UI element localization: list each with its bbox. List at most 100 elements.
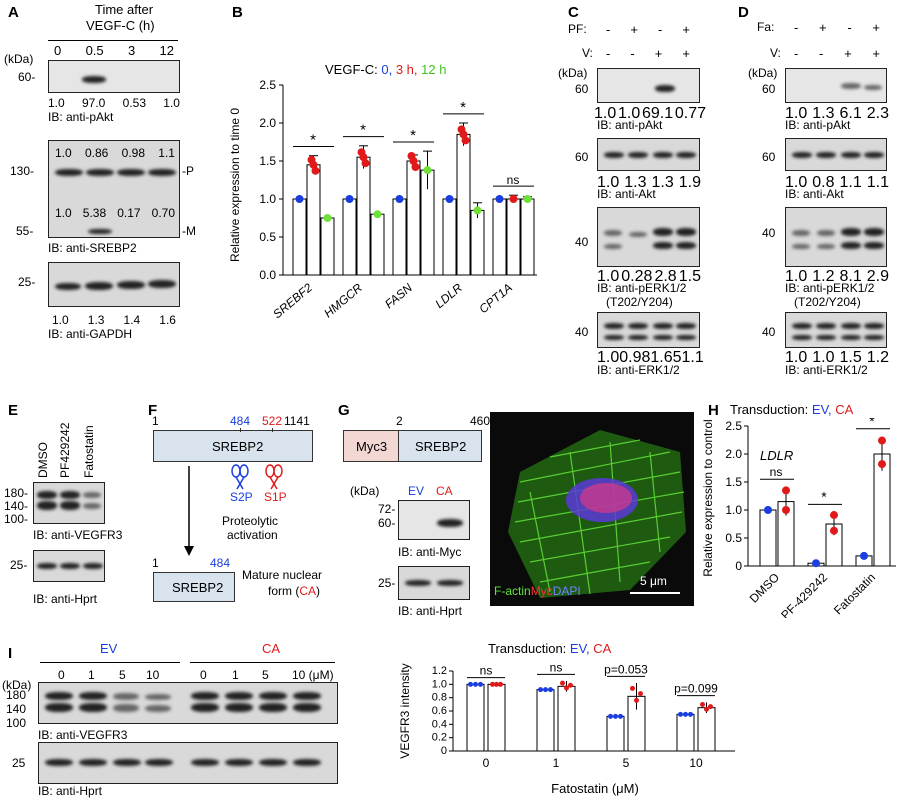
d-m40-a: 40 bbox=[762, 226, 776, 240]
c-erk-vals: 1.0 0.98 1.65 1.1 bbox=[597, 349, 704, 366]
time-underline bbox=[48, 40, 178, 41]
i-point-ev bbox=[468, 681, 473, 687]
blot-g-myc bbox=[398, 500, 470, 540]
f-precursor-box: SREBP2 bbox=[153, 430, 313, 462]
mark-p: -P bbox=[182, 164, 194, 178]
h-ytick-label: 0.5 bbox=[725, 531, 742, 545]
f-tick-522 bbox=[272, 428, 273, 432]
i-ca-line bbox=[190, 662, 335, 663]
f-form-ca: form (CA) bbox=[268, 584, 321, 598]
i-bar-ca bbox=[487, 683, 506, 752]
time-12: 12 bbox=[159, 43, 174, 58]
i-point-ca bbox=[498, 681, 503, 687]
b-sig-label: * bbox=[410, 127, 416, 144]
marker-a-130: 130- bbox=[10, 164, 35, 178]
d-pakt-vals: 1.0 1.3 6.1 2.3 bbox=[785, 105, 889, 122]
i-point-ev bbox=[478, 681, 483, 687]
b-bar bbox=[506, 198, 521, 276]
i-point-ca bbox=[704, 706, 709, 712]
b-ytick-label: 2.5 bbox=[259, 78, 276, 92]
e-lane-dmso: DMSO bbox=[36, 442, 50, 478]
h-ytick-label: 1.0 bbox=[725, 503, 742, 517]
time-0: 0 bbox=[54, 43, 62, 58]
b-point bbox=[407, 152, 416, 160]
f-n1: 1 bbox=[152, 414, 159, 428]
c-akt-ib: IB: anti-Akt bbox=[597, 187, 656, 201]
b-point bbox=[473, 206, 482, 215]
g-m25: 25- bbox=[378, 576, 396, 590]
i-m100: 100 bbox=[6, 716, 27, 730]
i-ev: EV bbox=[100, 641, 118, 656]
h-gene: LDLR bbox=[760, 448, 793, 463]
f-n522: 522 bbox=[262, 414, 283, 428]
blot-a-gapdh bbox=[48, 262, 180, 307]
i-point-ca bbox=[564, 685, 569, 691]
c-perk-ib: IB: anti-pERK1/2 bbox=[597, 281, 687, 295]
i-dose-0a: 0 bbox=[58, 668, 65, 682]
h-point-ca bbox=[830, 511, 838, 520]
i-dose-1a: 1 bbox=[88, 668, 95, 682]
i-chart-title: Transduction: EV, CA bbox=[488, 641, 612, 656]
g-micrograph: F-actinMycDAPI 5 μm bbox=[490, 412, 694, 606]
i-bar-ev bbox=[606, 715, 625, 752]
i-dose-0b: 0 bbox=[200, 668, 207, 682]
h-point-ev bbox=[812, 559, 820, 568]
b-point bbox=[345, 195, 354, 203]
a-gapdh-ib: IB: anti-GAPDH bbox=[48, 327, 133, 341]
b-point bbox=[495, 195, 504, 203]
a-pakt-values: 1.0 97.0 0.53 1.0 bbox=[48, 96, 180, 110]
c-pakt-ib: IB: anti-pAkt bbox=[597, 118, 663, 132]
h-sig-label: ns bbox=[770, 465, 783, 479]
h-category-label: Fatostatin bbox=[831, 570, 878, 617]
f-n484: 484 bbox=[230, 414, 251, 428]
b-ytick-label: 1.0 bbox=[259, 192, 276, 206]
panel-label-d: D bbox=[738, 4, 749, 21]
i-ylabel: VEGFR3 intensity bbox=[398, 663, 412, 758]
h-point-ca bbox=[830, 526, 838, 535]
i-dose-5a: 5 bbox=[119, 668, 126, 682]
i-bar-ev bbox=[536, 689, 555, 752]
h-sig-label: * bbox=[869, 418, 875, 429]
s1p-scissors-icon bbox=[265, 464, 283, 490]
i-ytick-label: 0.8 bbox=[432, 692, 447, 704]
panel-label-h: H bbox=[708, 402, 719, 419]
d-fa-label: Fa: bbox=[757, 20, 775, 34]
b-bar bbox=[520, 198, 535, 276]
f-proteolytic: Proteolytic bbox=[222, 514, 279, 528]
e-m100: 100- bbox=[4, 512, 29, 526]
i-point-ev bbox=[473, 681, 478, 687]
i-point-ca bbox=[490, 681, 495, 687]
g-n460: 460 bbox=[470, 414, 491, 428]
i-point-ca bbox=[560, 680, 565, 686]
blot-e-vegfr3 bbox=[33, 482, 105, 524]
e-hprt-ib: IB: anti-Hprt bbox=[33, 592, 98, 606]
b-point bbox=[461, 136, 470, 145]
i-dose-1b: 1 bbox=[232, 668, 239, 682]
h-category-label: DMSO bbox=[747, 570, 782, 605]
d-v-signs: - - + + bbox=[794, 46, 880, 61]
b-category-label: SREBF2 bbox=[270, 280, 315, 321]
mark-m: -M bbox=[182, 224, 196, 238]
d-kda: (kDa) bbox=[748, 66, 778, 80]
b-point bbox=[311, 166, 320, 175]
c-m40-b: 40 bbox=[575, 325, 589, 339]
f-protein: SREBP2 bbox=[212, 439, 264, 454]
f-mature-box: SREBP2 bbox=[153, 572, 235, 602]
i-point-ca bbox=[494, 681, 499, 687]
i-point-ca bbox=[708, 704, 713, 710]
h-title: Transduction: EV, CA bbox=[730, 402, 854, 417]
c-m60-b: 60 bbox=[575, 150, 589, 164]
d-pakt-ib: IB: anti-pAkt bbox=[785, 118, 851, 132]
b-legend: VEGF-C: 0, 3 h, 12 h bbox=[325, 62, 447, 77]
i-point-ev bbox=[538, 687, 543, 693]
i-ytick-label: 1.0 bbox=[432, 678, 447, 690]
i-m140: 140 bbox=[6, 702, 27, 716]
f-s1p: S1P bbox=[264, 490, 287, 504]
blot-g-hprt bbox=[398, 566, 470, 600]
kda-a: (kDa) bbox=[4, 52, 34, 66]
i-dose-10a: 10 bbox=[146, 668, 160, 682]
blot-c-pakt bbox=[597, 68, 700, 103]
panel-label-f: F bbox=[148, 402, 158, 419]
blot-d-akt bbox=[785, 138, 887, 171]
i-bar-ev bbox=[466, 683, 485, 752]
